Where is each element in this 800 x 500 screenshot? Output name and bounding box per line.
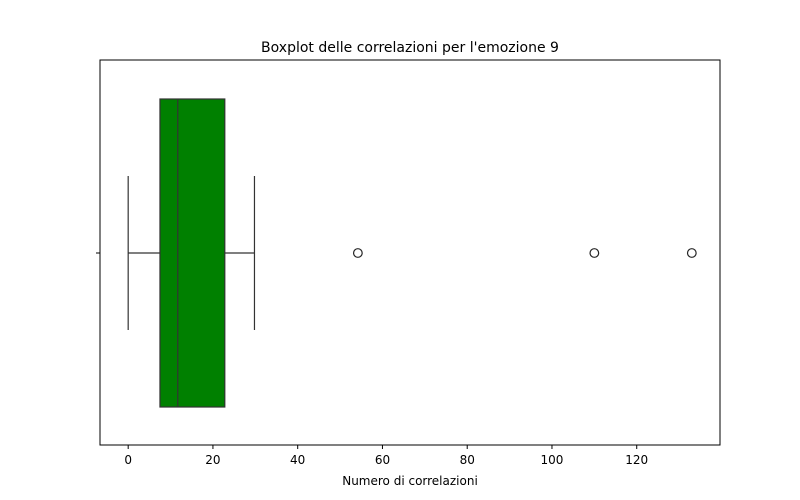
chart-title: Boxplot delle correlazioni per l'emozion… — [261, 40, 559, 56]
x-tick-label: 40 — [290, 453, 305, 467]
box-group — [127, 98, 697, 408]
outlier-point — [686, 248, 697, 258]
x-axis: 0 20 40 60 80 100 120 — [124, 445, 648, 467]
outlier-point — [589, 248, 600, 258]
x-tick-label: 0 — [124, 453, 132, 467]
x-axis-label: Numero di correlazioni — [342, 474, 478, 488]
outlier-point — [352, 248, 363, 258]
iqr-box — [159, 98, 226, 408]
x-tick-label: 20 — [205, 453, 220, 467]
x-tick-label: 100 — [541, 453, 564, 467]
x-tick-label: 120 — [625, 453, 648, 467]
x-tick-label: 60 — [375, 453, 390, 467]
x-tick-label: 80 — [460, 453, 475, 467]
